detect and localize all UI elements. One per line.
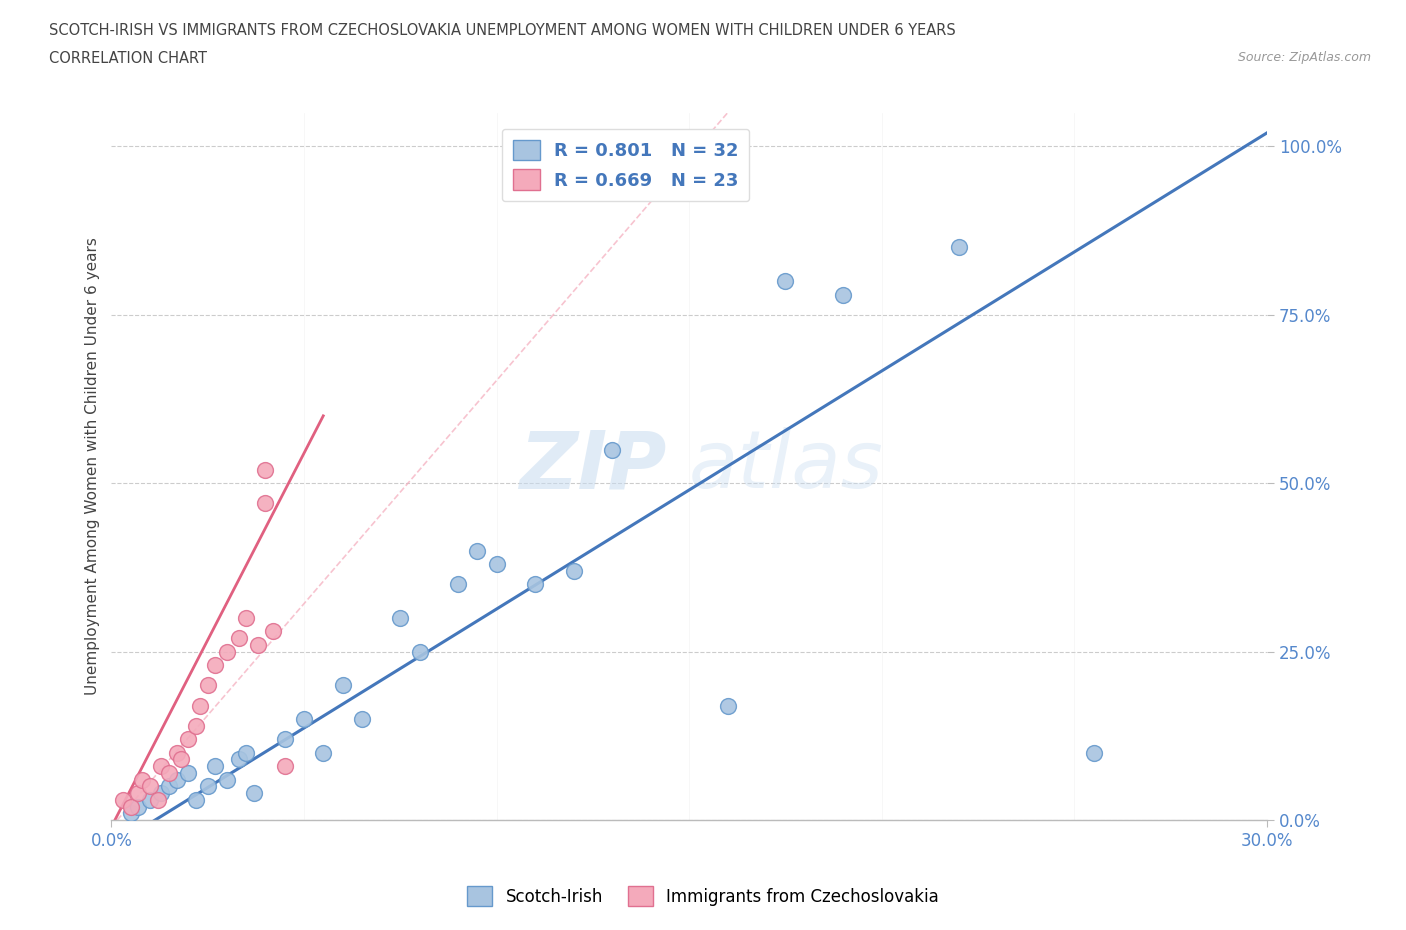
Point bbox=[186, 718, 208, 733]
Point bbox=[120, 806, 142, 821]
Point bbox=[485, 557, 508, 572]
Point bbox=[170, 752, 193, 767]
Point bbox=[246, 637, 269, 652]
Point bbox=[204, 759, 226, 774]
Point bbox=[312, 745, 335, 760]
Point bbox=[139, 792, 162, 807]
Point bbox=[120, 799, 142, 814]
Text: atlas: atlas bbox=[689, 428, 884, 505]
Point bbox=[447, 577, 470, 591]
Point bbox=[127, 786, 149, 801]
Point bbox=[150, 786, 173, 801]
Point bbox=[235, 610, 257, 625]
Point bbox=[127, 799, 149, 814]
Y-axis label: Unemployment Among Women with Children Under 6 years: Unemployment Among Women with Children U… bbox=[86, 237, 100, 696]
Point bbox=[775, 273, 797, 288]
Point bbox=[389, 610, 412, 625]
Point bbox=[111, 792, 134, 807]
Point bbox=[243, 786, 266, 801]
Point bbox=[146, 792, 169, 807]
Point bbox=[157, 779, 180, 794]
Point bbox=[166, 772, 188, 787]
Point bbox=[197, 678, 219, 693]
Point bbox=[166, 745, 188, 760]
Point bbox=[177, 765, 200, 780]
Point bbox=[562, 564, 585, 578]
Point bbox=[228, 752, 250, 767]
Legend: Scotch-Irish, Immigrants from Czechoslovakia: Scotch-Irish, Immigrants from Czechoslov… bbox=[460, 880, 946, 912]
Point bbox=[131, 772, 153, 787]
Point bbox=[467, 543, 489, 558]
Point bbox=[600, 442, 623, 457]
Point bbox=[332, 678, 354, 693]
Point bbox=[139, 779, 162, 794]
Text: CORRELATION CHART: CORRELATION CHART bbox=[49, 51, 207, 66]
Point bbox=[717, 698, 740, 713]
Point bbox=[204, 658, 226, 672]
Text: ZIP: ZIP bbox=[519, 428, 666, 505]
Point bbox=[274, 759, 297, 774]
Point bbox=[235, 745, 257, 760]
Point bbox=[197, 779, 219, 794]
Point bbox=[408, 644, 430, 659]
Text: SCOTCH-IRISH VS IMMIGRANTS FROM CZECHOSLOVAKIA UNEMPLOYMENT AMONG WOMEN WITH CHI: SCOTCH-IRISH VS IMMIGRANTS FROM CZECHOSL… bbox=[49, 23, 956, 38]
Point bbox=[215, 772, 238, 787]
Point bbox=[524, 577, 547, 591]
Point bbox=[262, 624, 284, 639]
Point bbox=[215, 644, 238, 659]
Point bbox=[1083, 745, 1105, 760]
Point bbox=[188, 698, 211, 713]
Legend: R = 0.801   N = 32, R = 0.669   N = 23: R = 0.801 N = 32, R = 0.669 N = 23 bbox=[502, 128, 749, 201]
Point bbox=[350, 711, 373, 726]
Point bbox=[186, 792, 208, 807]
Point bbox=[228, 631, 250, 645]
Point bbox=[254, 496, 277, 511]
Point bbox=[948, 240, 970, 255]
Point bbox=[832, 287, 855, 302]
Point bbox=[274, 732, 297, 747]
Point bbox=[150, 759, 173, 774]
Point bbox=[292, 711, 315, 726]
Point bbox=[254, 462, 277, 477]
Text: Source: ZipAtlas.com: Source: ZipAtlas.com bbox=[1237, 51, 1371, 64]
Point bbox=[177, 732, 200, 747]
Point bbox=[157, 765, 180, 780]
